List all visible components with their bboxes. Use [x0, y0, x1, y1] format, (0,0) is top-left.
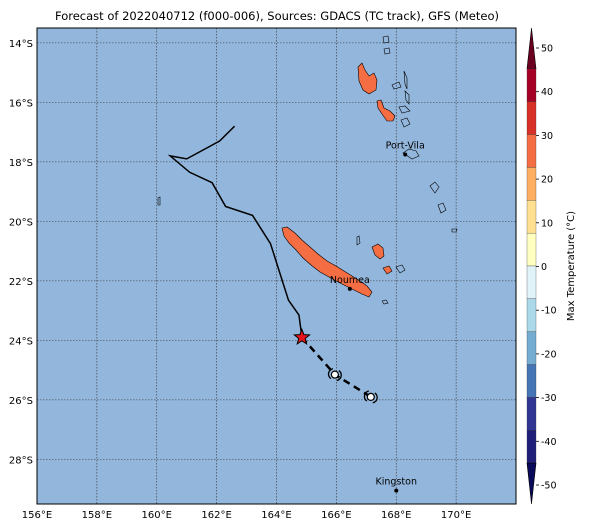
tanna-island: [437, 202, 447, 214]
colorbar-band: [526, 397, 537, 431]
map-panel: Port-Vila Noumea Kingston: [36, 27, 517, 505]
colorbar-tick-label: -40: [541, 437, 557, 448]
lat-tick-label: 28°S: [9, 455, 33, 466]
lat-tick-label: 16°S: [9, 98, 33, 109]
colorbar-band: [526, 101, 537, 135]
lon-tick-label: 160°E: [142, 510, 172, 521]
colorbar-tick-label: 30: [541, 131, 553, 142]
colorbar-band: [526, 331, 537, 365]
vanuatu-island-outline-3: [403, 70, 408, 90]
colorbar-band: [526, 364, 537, 398]
city-label: Port-Vila: [386, 140, 425, 151]
vanuatu-island-outline-4: [391, 81, 402, 90]
lifou-island: [371, 243, 385, 260]
latitude-tick-labels: 14°S 16°S 18°S 20°S 22°S 24°S 26°S 28°S: [9, 39, 33, 467]
colorbar-band: [526, 68, 537, 102]
observed-track-line: [167, 125, 303, 338]
colorbar-band: [526, 265, 537, 300]
lat-tick-label: 24°S: [9, 336, 33, 347]
espiritu-santo-island: [357, 62, 378, 95]
colorbar-band: [526, 200, 537, 234]
city-markers: Port-Vila Noumea Kingston: [330, 140, 425, 493]
lon-tick-label: 168°E: [381, 510, 411, 521]
colorbar-extend-top: [526, 27, 537, 70]
colorbar-tick-label: 10: [541, 218, 553, 229]
lat-tick-label: 22°S: [9, 277, 33, 288]
colorbar-tick-label: 20: [541, 175, 553, 186]
city-label: Kingston: [376, 477, 417, 488]
figure-title: Forecast of 2022040712 (f000-006), Sourc…: [55, 9, 499, 23]
colorbar-tick-label: 50: [541, 44, 553, 55]
malekula-island: [376, 99, 396, 122]
colorbar-bands: [526, 27, 537, 505]
colorbar-band: [526, 134, 537, 168]
lon-tick-label: 166°E: [321, 510, 351, 521]
lon-tick-label: 170°E: [441, 510, 471, 521]
colorbar-tick-label: 0: [541, 262, 547, 273]
colorbar-band: [526, 232, 537, 267]
city-dot: [403, 152, 408, 157]
longitude-tick-labels: 156°E 158°E 160°E 162°E 164°E 166°E 168°E 170°E: [22, 510, 472, 521]
vanuatu-island-outline-7: [400, 117, 411, 128]
city-dot: [347, 286, 352, 291]
colorbar: 50 40 30 20 10 0 -10 -20 -30 -40 -50 Max Temperatu…: [526, 27, 577, 505]
new-caledonia-grande-terre: [281, 226, 373, 298]
vanuatu-island-outline-1: [382, 35, 390, 44]
colorbar-label: Max Temperature (°C): [566, 211, 577, 321]
colorbar-ticks: 50 40 30 20 10 0 -10 -20 -30 -40 -50: [536, 44, 557, 492]
isle-of-pines: [381, 299, 389, 305]
colorbar-tick-label: 40: [541, 87, 553, 98]
mare-island: [382, 265, 393, 275]
efate-island: [402, 148, 420, 160]
ouvea-island: [356, 235, 361, 246]
vanuatu-island-outline-2: [383, 47, 391, 55]
cyclone-symbol-icon: [327, 367, 342, 382]
colorbar-extend-bottom: [526, 462, 537, 505]
map-frame: [36, 27, 517, 505]
lon-tick-label: 158°E: [82, 510, 112, 521]
lat-tick-label: 20°S: [9, 217, 33, 228]
walpole-island: [395, 264, 406, 274]
lat-tick-label: 18°S: [9, 158, 33, 169]
colorbar-tick-label: -20: [541, 349, 557, 360]
lat-tick-label: 14°S: [9, 39, 33, 50]
lon-tick-label: 156°E: [22, 510, 52, 521]
lon-tick-label: 164°E: [261, 510, 291, 521]
small-island-outline-west: [157, 196, 161, 206]
current-position-star-icon: [292, 328, 311, 346]
colorbar-tick-label: -10: [541, 306, 557, 317]
colorbar-band: [526, 298, 537, 332]
cyclone-tracks: [167, 125, 378, 404]
colorbar-band: [526, 430, 537, 464]
colorbar-tick-label: -30: [541, 393, 557, 404]
cyclone-symbol-icon: [363, 390, 378, 404]
vanuatu-island-outline-6: [398, 105, 411, 114]
colorbar-band: [526, 167, 537, 201]
aneityum-island: [451, 228, 458, 233]
city-label: Noumea: [330, 275, 370, 286]
city-dot: [394, 488, 399, 493]
erromango-island: [429, 181, 440, 194]
lat-tick-label: 26°S: [9, 396, 33, 407]
lon-tick-label: 162°E: [201, 510, 231, 521]
landmasses: [157, 35, 458, 305]
vanuatu-island-outline-5: [404, 90, 410, 105]
colorbar-tick-label: -50: [541, 481, 557, 492]
